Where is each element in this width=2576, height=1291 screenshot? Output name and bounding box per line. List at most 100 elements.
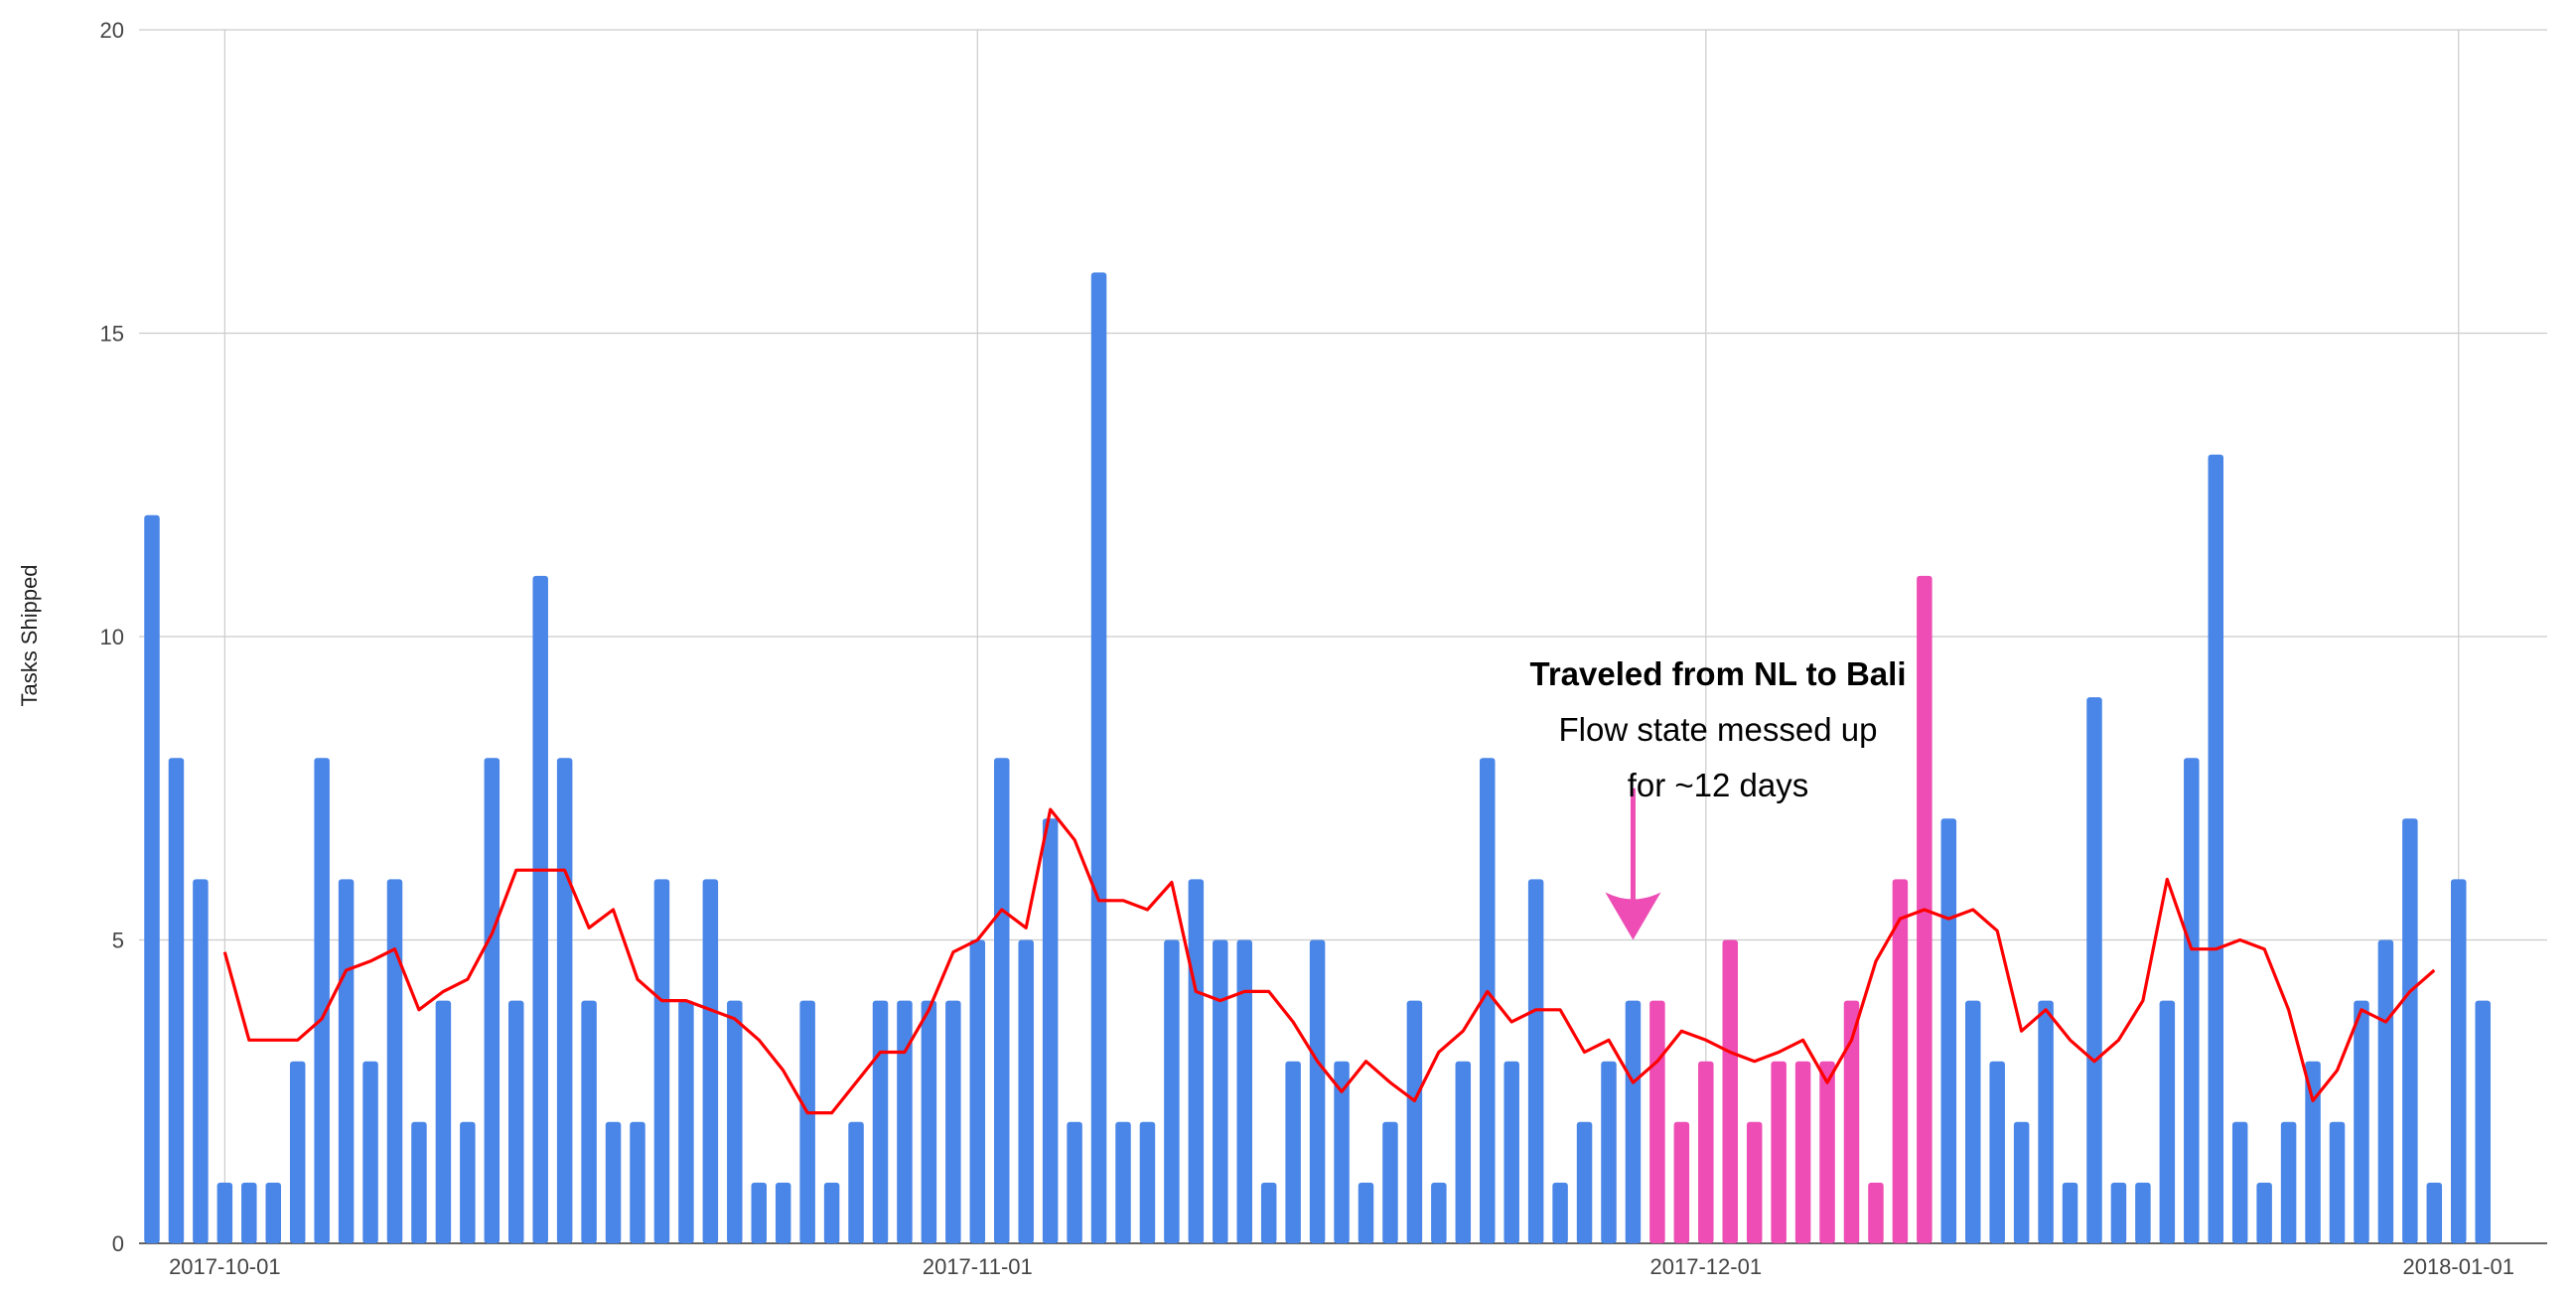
bar [945,1000,961,1243]
bar [2377,939,2394,1243]
bar [2256,1182,2272,1243]
x-tick-label: 2017-10-01 [169,1254,281,1279]
bar [2231,1121,2248,1243]
y-axis-title-text: Tasks Shipped [17,564,42,707]
bar [2280,1121,2297,1243]
x-tick-label: 2017-12-01 [1650,1254,1763,1279]
x-tick-label: 2018-01-01 [2402,1254,2514,1279]
annotation-line-2: for ~12 days [1627,767,1809,803]
bar [678,1000,694,1243]
bar [823,1182,840,1243]
bar [1090,272,1107,1243]
bar [1042,818,1059,1243]
bar [799,1000,815,1243]
bar-highlighted [1673,1121,1690,1243]
bar [2451,879,2467,1243]
bar [702,879,719,1243]
annotation-arrow [1605,788,1661,940]
bar [2305,1061,2321,1243]
bar [969,939,986,1243]
bar [362,1061,378,1243]
bar [314,758,330,1243]
y-tick-label: 0 [112,1231,124,1256]
bar [2354,1000,2369,1243]
bar [2475,1000,2491,1243]
bar [2426,1182,2443,1243]
y-tick-label: 15 [100,322,124,347]
bar-highlighted [1868,1182,1884,1243]
bar [1455,1061,1472,1243]
bar-highlighted [1698,1061,1714,1243]
bar [1431,1182,1447,1243]
bar [1940,818,1957,1243]
bar [216,1182,233,1243]
bar [168,758,185,1243]
moving-average-line [222,807,2436,1115]
bar [2013,1121,2030,1243]
bar [411,1121,427,1243]
bar [508,1000,524,1243]
bar-highlighted [1746,1121,1763,1243]
bar [848,1121,864,1243]
bar [1115,1121,1131,1243]
bar [921,1000,937,1243]
bar [1406,1000,1423,1243]
bar [2038,1000,2054,1243]
bar [289,1061,306,1243]
bar [386,879,403,1243]
bar [2329,1121,2346,1243]
bar [751,1182,767,1243]
annotation-line-1: Flow state messed up [1558,711,1878,748]
bar [1503,1061,1519,1243]
y-tick-label: 20 [100,18,124,43]
bar-highlighted [1819,1061,1835,1243]
bar [1382,1121,1398,1243]
bar [2402,818,2418,1243]
bar [556,758,573,1243]
bar [994,758,1010,1243]
bar [2184,758,2200,1243]
annotation-title: Traveled from NL to Bali [1529,655,1907,692]
bar-highlighted [1794,1061,1811,1243]
bar [653,879,670,1243]
bar [1139,1121,1156,1243]
bar [1552,1182,1568,1243]
bar [1260,1182,1277,1243]
bar [241,1182,257,1243]
bar [1625,1000,1642,1243]
tick-labels: 0 5 10 15 20 2017-10-01 2017-11-01 2017-12-01 20… [100,18,2515,1279]
bar [2135,1182,2151,1243]
bar [1236,939,1252,1243]
bar [338,879,355,1243]
bar [193,879,209,1243]
bar [605,1121,622,1243]
bar [1527,879,1544,1243]
arrow-head [1605,892,1661,940]
x-tick-label: 2017-11-01 [923,1254,1033,1279]
bar [1989,1061,2005,1243]
moving-average-path [222,807,2436,1115]
bar [630,1121,645,1243]
bar-highlighted [1649,1000,1665,1243]
bar [1309,939,1326,1243]
bar [1067,1121,1082,1243]
bar [2159,1000,2176,1243]
bar [581,1000,597,1243]
y-tick-label: 5 [112,929,124,953]
bar [1358,1182,1374,1243]
bar-highlighted [1843,1000,1860,1243]
bar [265,1182,281,1243]
bar-highlighted [1722,939,1738,1243]
bar [532,575,548,1243]
bar [1188,879,1205,1243]
bar [1965,1000,1981,1243]
y-tick-label: 10 [100,625,124,649]
bar [1285,1061,1301,1243]
bar [144,514,160,1243]
bar [2208,454,2223,1243]
bar [1018,939,1034,1243]
bar [2086,697,2102,1243]
bar [1576,1121,1593,1243]
